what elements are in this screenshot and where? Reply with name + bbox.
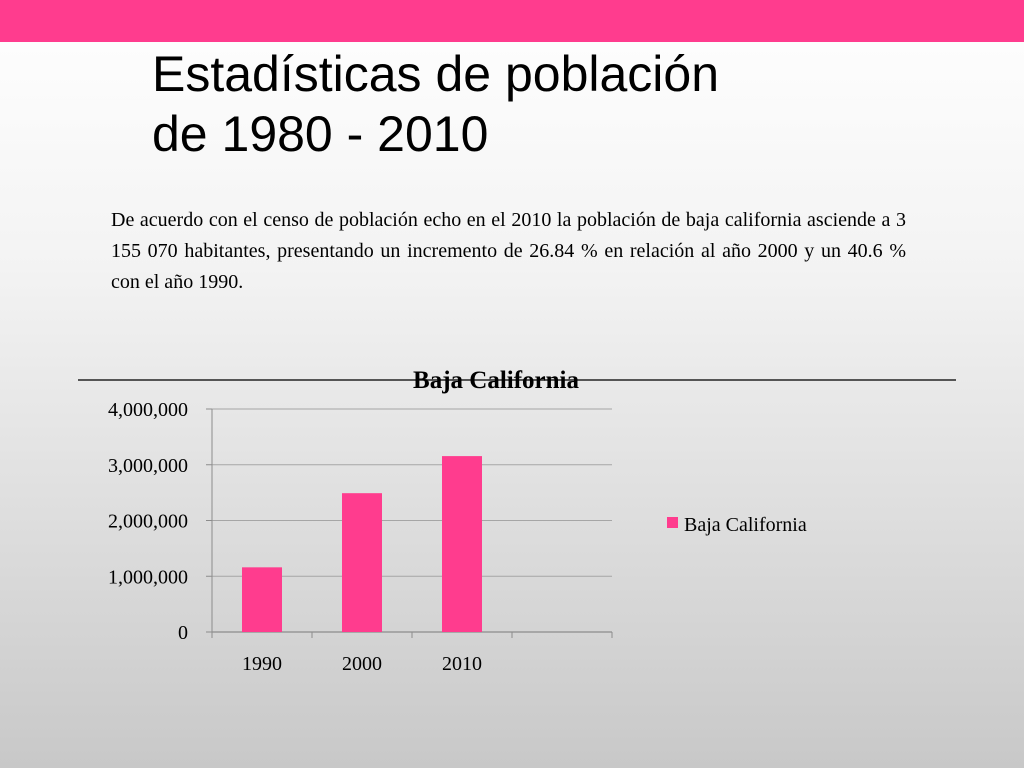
y-tick-label: 0 — [178, 622, 188, 644]
x-tick-label: 1990 — [242, 653, 282, 675]
slide-title: Estadísticas de población de 1980 - 2010 — [152, 44, 932, 164]
legend-label: Baja California — [684, 514, 807, 536]
y-tick-label: 3,000,000 — [108, 455, 188, 477]
bar-2010 — [442, 456, 482, 632]
chart-title: Baja California — [413, 367, 579, 394]
slide-title-line-2: de 1980 - 2010 — [152, 106, 489, 162]
y-tick-label: 1,000,000 — [108, 566, 188, 588]
y-tick-label: 4,000,000 — [108, 399, 188, 421]
x-tick-label: 2000 — [342, 653, 382, 675]
body-paragraph: De acuerdo con el censo de población ech… — [111, 209, 906, 293]
horizontal-divider — [78, 379, 956, 381]
bar-2000 — [342, 493, 382, 632]
top-accent-bar — [0, 0, 1024, 42]
legend-swatch — [667, 517, 678, 528]
y-tick-label: 2,000,000 — [108, 511, 188, 533]
slide-title-line-1: Estadísticas de población — [152, 46, 720, 102]
x-tick-label: 2010 — [442, 653, 482, 675]
bar-1990 — [242, 567, 282, 632]
